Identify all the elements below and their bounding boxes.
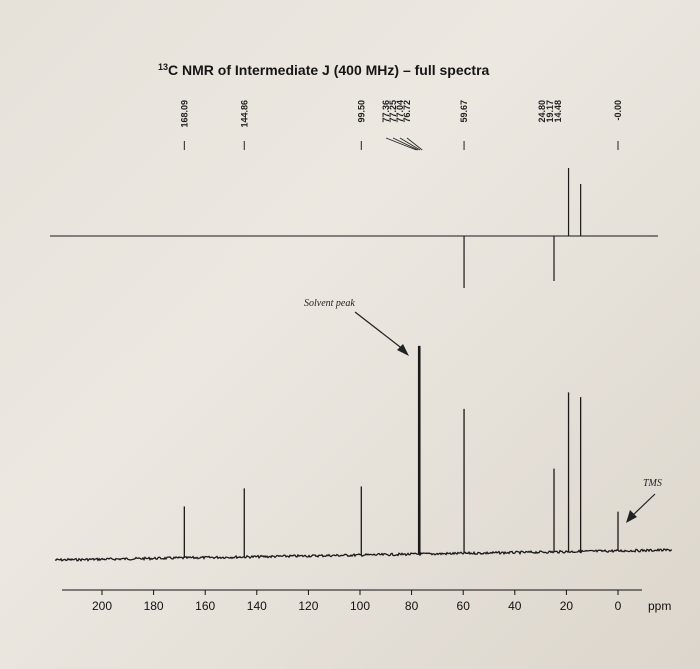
chart-title: 13C NMR of Intermediate J (400 MHz) – fu… — [158, 62, 490, 78]
peak-label: 59.67 — [459, 100, 469, 123]
x-tick-label: 120 — [298, 599, 318, 613]
x-tick-label: 100 — [350, 599, 370, 613]
x-axis-label: ppm — [648, 599, 671, 613]
x-axis: 200 180 160 140 120 100 80 60 40 20 0 ppm — [62, 589, 671, 613]
x-tick-label: 20 — [560, 599, 574, 613]
peak-label: 76.72 — [402, 100, 412, 123]
annotation-group: Solvent peak TMS — [304, 298, 662, 523]
x-tick-label: 0 — [615, 599, 622, 613]
peak-leader-line — [385, 137, 417, 151]
x-tick-label: 200 — [92, 599, 112, 613]
peak-leader-line — [399, 137, 421, 151]
peak-label: 77.04 — [395, 100, 405, 123]
x-tick-label: 160 — [195, 599, 215, 613]
peak-label: 77.36 — [381, 100, 391, 123]
peak-label: 168.09 — [179, 100, 189, 128]
peak-label: 24.80 — [537, 100, 547, 123]
solvent-peak-arrow-line — [354, 311, 405, 351]
title-superscript: 13 — [158, 62, 168, 72]
peak-label: 144.86 — [239, 100, 249, 128]
x-tick-label: 180 — [144, 599, 164, 613]
peak-label: 19.17 — [545, 100, 555, 123]
peak-label: 14.48 — [553, 100, 563, 123]
peak-label: 99.50 — [356, 100, 366, 123]
peak-label: -0.00 — [613, 100, 623, 121]
title-main: C NMR of Intermediate J (400 MHz) – full… — [168, 62, 490, 78]
tms-arrowhead — [626, 510, 637, 523]
dept-spectrum — [50, 168, 658, 288]
peak-leader-line — [392, 137, 419, 151]
tms-label: TMS — [643, 478, 662, 489]
x-tick-label: 140 — [247, 599, 267, 613]
solvent-peak-label: Solvent peak — [304, 298, 355, 309]
c13-baseline — [54, 548, 673, 562]
x-tick-label: 80 — [405, 599, 419, 613]
peak-leader-line — [406, 137, 423, 151]
x-tick-label: 40 — [508, 599, 522, 613]
solvent-peak-arrowhead — [397, 344, 409, 356]
tms-arrow-line — [631, 493, 656, 517]
c13-spectrum — [54, 345, 673, 562]
peak-label: 77.25 — [388, 100, 398, 123]
x-tick-label: 60 — [457, 599, 471, 613]
